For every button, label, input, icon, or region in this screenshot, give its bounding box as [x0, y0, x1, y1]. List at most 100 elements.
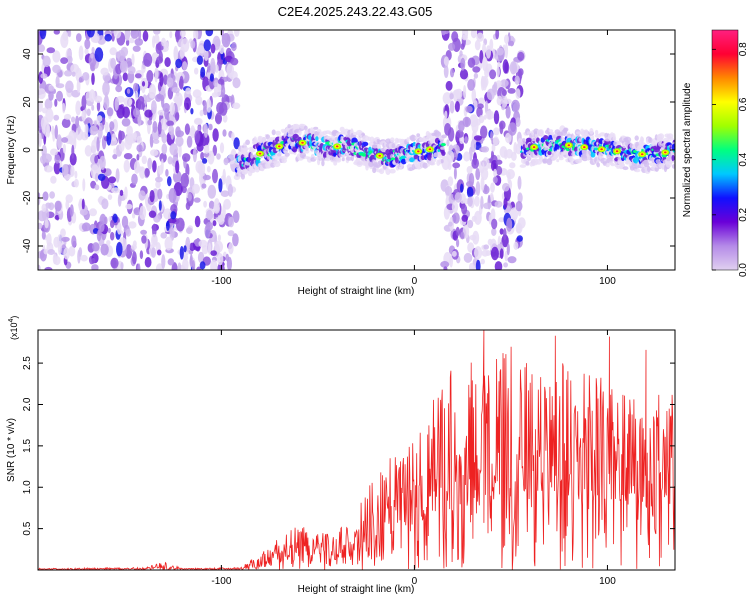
- heatmap-noise-cell: [132, 251, 137, 265]
- heatmap-noise-cell: [467, 79, 475, 91]
- heatmap-noise-cell: [174, 112, 180, 121]
- heatmap-noise-cell: [493, 81, 498, 96]
- heatmap-noise-cell: [440, 261, 450, 268]
- heatmap-noise-cell: [477, 103, 484, 109]
- heatmap-noise-cell: [499, 228, 504, 235]
- heatmap-noise-cell: [165, 169, 169, 177]
- heatmap-noise-cell: [78, 247, 83, 257]
- chart-title: C2E4.2025.243.22.43.G05: [278, 4, 433, 19]
- heatmap-noise-cell: [60, 33, 69, 49]
- heatmap-noise-cell: [125, 203, 133, 210]
- heatmap-noise-cell: [209, 73, 214, 82]
- heatmap-hotspot-peak: [301, 141, 304, 144]
- heatmap-ridge-halo: [351, 134, 357, 139]
- heatmap-noise-cell: [74, 170, 78, 179]
- heatmap-noise-cell: [214, 240, 224, 253]
- heatmap-noise-cell: [40, 155, 47, 164]
- snr-x-ticks: -100 0 100: [211, 330, 616, 587]
- heatmap-noise-cell: [223, 157, 229, 166]
- colorbar-tick-label: 0.4: [738, 152, 749, 166]
- heatmap-noise-cell: [157, 121, 162, 135]
- heatmap-noise-cell: [139, 166, 146, 179]
- heatmap-noise-cell: [496, 66, 500, 78]
- heatmap-noise-cell: [501, 234, 509, 248]
- heatmap-ridge-halo: [610, 163, 615, 167]
- heatmap-noise-cell: [90, 53, 94, 59]
- heatmap-noise-cell: [130, 244, 137, 250]
- heatmap-noise-cell: [471, 215, 477, 222]
- heatmap-noise-cell: [232, 233, 239, 247]
- heatmap-noise-cell: [110, 231, 115, 241]
- x-tick-label: -100: [211, 276, 231, 287]
- heatmap-noise-cell: [492, 176, 498, 184]
- heatmap-noise-cell: [182, 258, 189, 270]
- heatmap-noise-cell: [480, 75, 489, 88]
- heatmap-noise-cell: [107, 194, 113, 201]
- y-tick-label: 1.0: [22, 480, 33, 494]
- colorbar-ticks: 0.0 0.2 0.4 0.6 0.8: [712, 42, 749, 277]
- heatmap-noise-cell: [180, 173, 189, 188]
- heatmap-ridge-halo: [605, 163, 610, 168]
- heatmap-noise-cell: [206, 209, 213, 221]
- heatmap-noise-cell: [203, 100, 207, 111]
- heatmap-noise-cell: [193, 197, 201, 203]
- heatmap-noise-cell: [466, 186, 474, 198]
- heatmap-noise-cell: [137, 263, 141, 270]
- heatmap-noise-cell: [481, 146, 490, 153]
- heatmap-ridge-halo: [406, 137, 410, 143]
- heatmap-noise-cell: [126, 61, 133, 67]
- heatmap-noise-cell: [45, 108, 54, 123]
- heatmap-ridge-halo: [572, 135, 576, 139]
- spectrogram-y-axis-label: Frequency (Hz): [6, 116, 17, 185]
- heatmap-noise-cell: [192, 89, 202, 99]
- heatmap-noise-cell: [38, 264, 41, 270]
- heatmap-noise-cell: [130, 30, 139, 39]
- heatmap-ridge-halo: [250, 149, 256, 153]
- heatmap-noise-cell: [484, 100, 489, 115]
- heatmap-noise-cell: [191, 260, 196, 270]
- heatmap-noise-cell: [133, 132, 137, 140]
- heatmap-noise-cell: [144, 109, 153, 118]
- heatmap-noise-cell: [142, 30, 149, 42]
- heatmap-noise-cell: [123, 153, 133, 160]
- heatmap-noise-cell: [194, 130, 200, 144]
- heatmap-noise-cell: [474, 39, 481, 51]
- heatmap-noise-cell: [452, 212, 460, 224]
- heatmap-noise-cell: [82, 72, 90, 81]
- heatmap-noise-cell: [117, 193, 122, 207]
- heatmap-noise-cell: [208, 200, 215, 210]
- heatmap-noise-cell: [192, 147, 197, 163]
- heatmap-noise-cell: [104, 33, 112, 42]
- heatmap-noise-cell: [148, 210, 157, 218]
- heatmap-noise-cell: [81, 198, 85, 211]
- snr-frame: [37, 329, 676, 571]
- spectrogram-x-axis-label: Height of straight line (km): [298, 286, 415, 297]
- heatmap-noise-cell: [203, 200, 208, 208]
- heatmap-ridge-bright: [361, 153, 367, 157]
- heatmap-noise-cell: [143, 52, 153, 67]
- heatmap-noise-cell: [485, 110, 494, 120]
- heatmap-ridge-halo: [287, 124, 292, 129]
- heatmap-noise-cell: [126, 125, 133, 137]
- heatmap-noise-cell: [493, 168, 497, 178]
- heatmap-noise-cell: [172, 87, 180, 94]
- y-tick-label: 2.5: [22, 356, 33, 370]
- heatmap-noise-cell: [455, 129, 464, 138]
- heatmap-noise-cell: [169, 31, 173, 39]
- heatmap-noise-cell: [458, 120, 465, 132]
- heatmap-noise-cell: [147, 157, 153, 170]
- heatmap-noise-cell: [94, 155, 98, 164]
- heatmap-ridge-halo: [356, 160, 363, 168]
- heatmap-noise-cell: [505, 132, 512, 144]
- heatmap-ridge-halo: [643, 161, 650, 168]
- heatmap-noise-cell: [111, 187, 120, 194]
- heatmap-ridge-halo: [376, 144, 382, 150]
- heatmap-ridge-halo: [648, 137, 653, 144]
- heatmap-noise-cell: [471, 88, 477, 104]
- heatmap-noise-cell: [442, 92, 452, 105]
- heatmap-noise-cell: [108, 176, 117, 184]
- heatmap-noise-cell: [455, 226, 460, 237]
- heatmap-noise-cell: [163, 74, 168, 86]
- heatmap-noise-cell: [200, 152, 205, 160]
- heatmap-noise-cell: [138, 30, 142, 41]
